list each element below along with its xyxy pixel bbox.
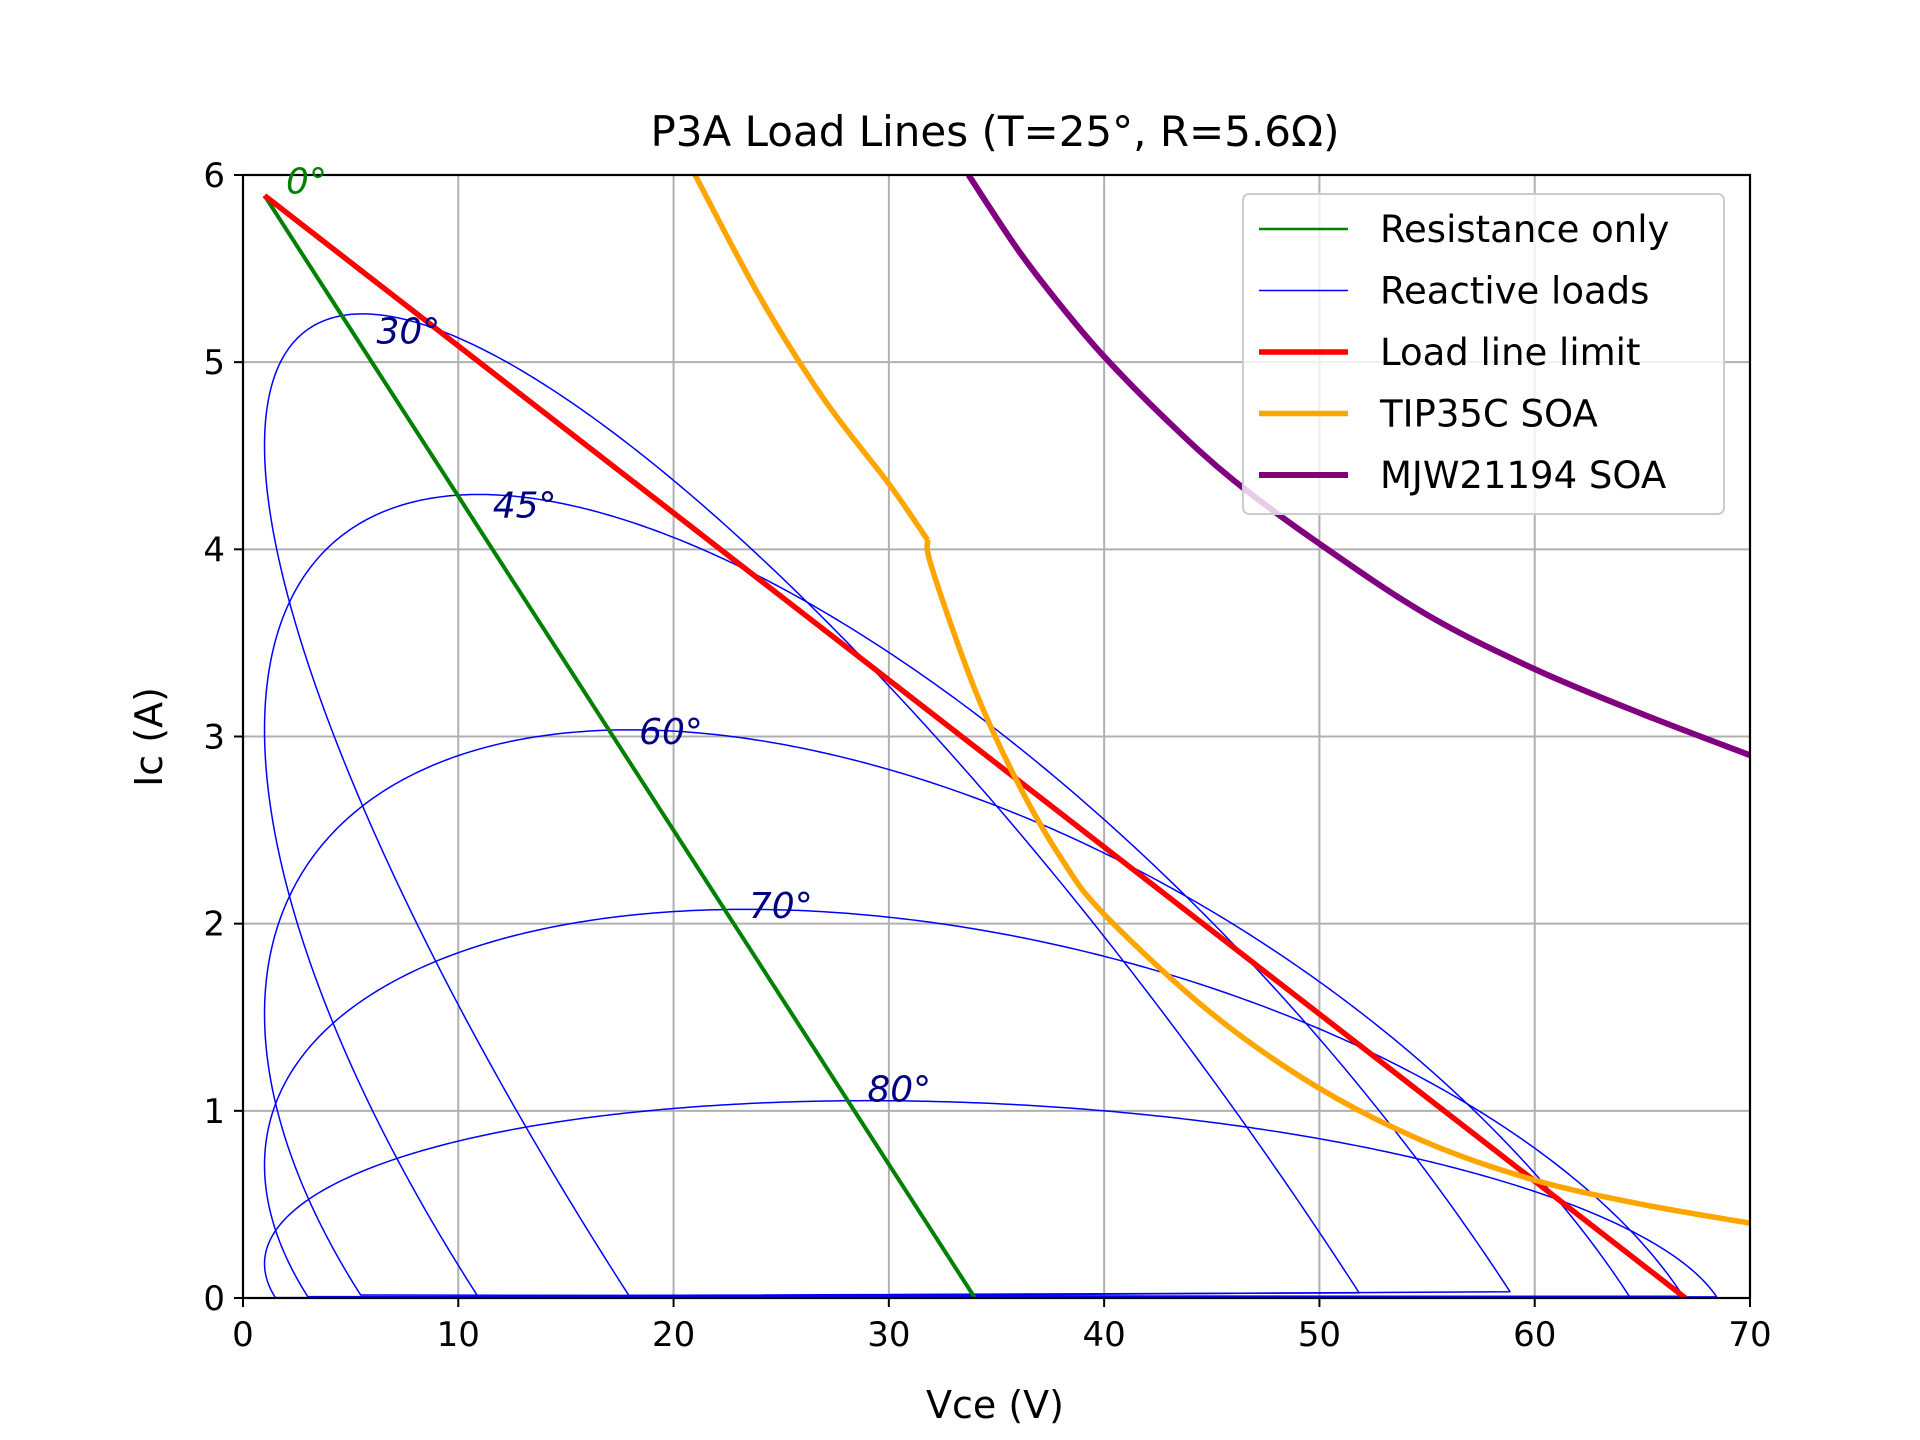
tip35c-soa-curve-upper — [692, 175, 930, 542]
x-tick-label: 20 — [652, 1315, 695, 1355]
y-tick-label: 2 — [203, 905, 225, 945]
chart-title: P3A Load Lines (T=25°, R=5.6Ω) — [650, 107, 1339, 156]
series-layer — [262, 175, 1750, 1298]
legend-label: MJW21194 SOA — [1380, 454, 1666, 497]
reactive-load-curve — [263, 729, 1631, 1298]
legend-label: Load line limit — [1380, 331, 1640, 374]
x-tick-label: 70 — [1728, 1315, 1771, 1355]
tip35c-soa-curve-lower — [924, 539, 1750, 1226]
load-line-limit — [262, 193, 1688, 1298]
angle-annotations: 0° 30° 45° 60° 70° 80° — [286, 162, 931, 1111]
y-tick-label: 1 — [203, 1092, 225, 1132]
y-tick-label: 0 — [203, 1279, 225, 1319]
angle-annotation: 70° — [749, 886, 813, 927]
legend-box — [1242, 193, 1725, 515]
x-tick-label: 0 — [232, 1315, 254, 1355]
y-tick-label: 5 — [203, 343, 225, 383]
legend-label: Reactive loads — [1380, 270, 1649, 313]
reactive-load-curve — [263, 313, 1360, 1297]
resistance-only-line — [262, 194, 977, 1298]
x-tick-label: 50 — [1298, 1315, 1341, 1355]
axis-ticks: 0 10 20 30 40 50 60 70 0 1 2 3 4 5 6 — [203, 156, 1771, 1355]
y-tick-label: 6 — [203, 156, 225, 196]
y-tick-label: 4 — [203, 530, 225, 570]
angle-annotation: 45° — [493, 486, 557, 527]
reactive-load-curve — [263, 1099, 1718, 1298]
x-tick-label: 30 — [867, 1315, 910, 1355]
legend: Resistance only Reactive loads Load line l… — [1242, 193, 1725, 515]
angle-annotation: 80° — [867, 1069, 931, 1110]
reactive-load-curve — [263, 493, 1511, 1298]
angle-annotation: 30° — [376, 311, 440, 352]
x-tick-label: 10 — [437, 1315, 480, 1355]
angle-annotation: 60° — [639, 712, 703, 753]
y-tick-label: 3 — [203, 718, 225, 758]
x-axis-label: Vce (V) — [926, 1383, 1064, 1427]
angle-annotation: 0° — [286, 162, 327, 203]
y-axis-label: Ic (A) — [127, 687, 171, 787]
legend-label: Resistance only — [1380, 208, 1669, 251]
legend-label: TIP35C SOA — [1379, 393, 1598, 436]
x-tick-label: 40 — [1083, 1315, 1126, 1355]
x-tick-label: 60 — [1513, 1315, 1556, 1355]
